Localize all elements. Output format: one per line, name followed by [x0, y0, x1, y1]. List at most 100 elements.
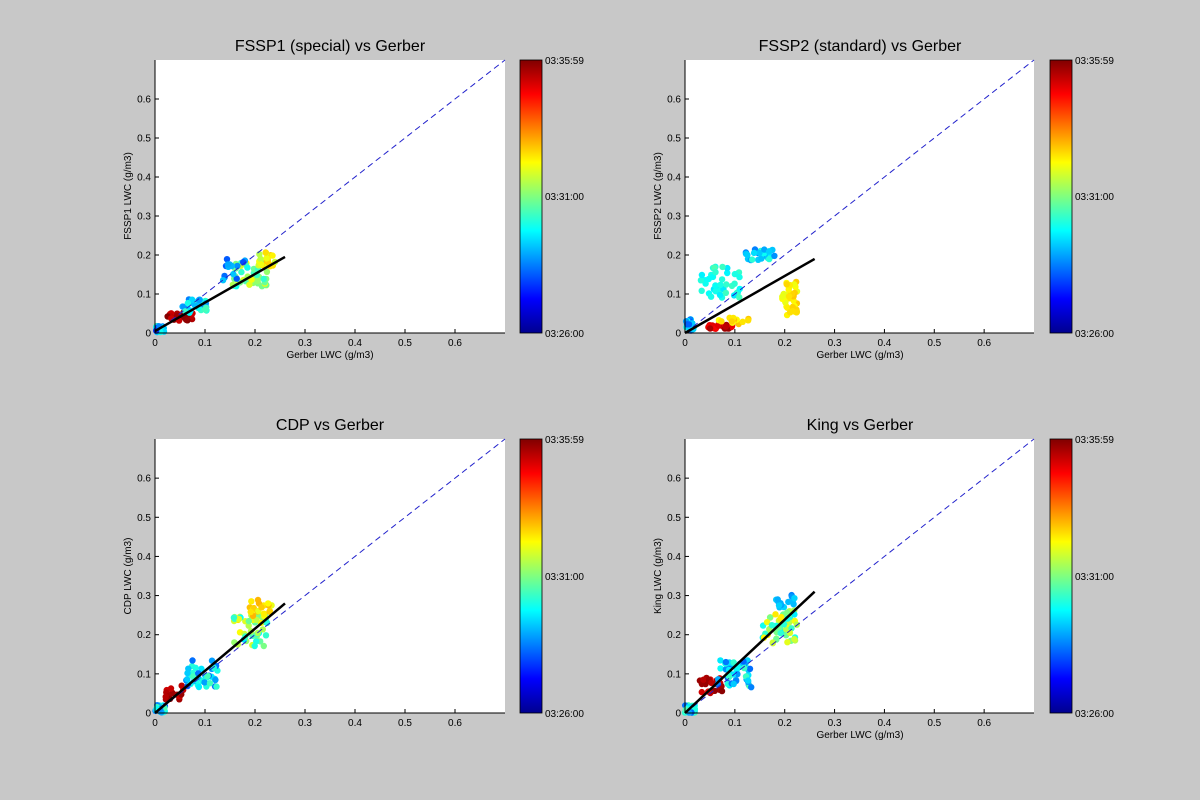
colorbar-mid-label: 03:31:00	[545, 572, 584, 583]
data-point	[702, 280, 709, 287]
x-tick-label: 0.1	[728, 338, 742, 349]
data-point	[785, 293, 793, 300]
colorbar-top-label: 03:35:59	[1075, 435, 1114, 446]
data-point	[718, 318, 725, 325]
y-tick-label: 0.4	[667, 552, 681, 563]
data-point	[251, 642, 258, 650]
x-tick-label: 0.5	[398, 338, 412, 349]
y-tick-label: 0.4	[137, 173, 151, 184]
x-tick-label: 0	[682, 338, 688, 349]
data-point	[708, 679, 715, 686]
identity-line	[154, 59, 506, 334]
data-point	[685, 321, 693, 328]
data-point	[184, 676, 191, 683]
data-point	[234, 262, 241, 270]
colorbar: 03:35:59 03:31:00 03:26:00	[1049, 435, 1114, 720]
data-point	[246, 281, 253, 288]
panel-title: King vs Gerber	[807, 417, 914, 434]
x-tick-label: 0.6	[977, 338, 991, 349]
y-tick-label: 0	[145, 709, 151, 720]
identity-line	[684, 59, 1035, 334]
data-point	[716, 291, 724, 299]
data-point	[730, 659, 737, 666]
data-point	[697, 277, 705, 284]
data-point	[722, 323, 729, 330]
identity-line	[154, 438, 506, 714]
data-point	[698, 688, 705, 696]
data-point	[262, 249, 269, 256]
panel-fssp2: FSSP2 (standard) vs Gerber FSSP2 LWC (g/…	[653, 38, 1114, 361]
data-point	[245, 622, 252, 629]
data-point	[201, 679, 208, 686]
data-point	[791, 636, 798, 643]
data-point	[731, 270, 739, 278]
data-point	[247, 608, 254, 616]
data-point	[204, 672, 211, 680]
panel-title: CDP vs Gerber	[276, 417, 385, 434]
plot-area: 0 0.1 0.2 0.3 0.4 0.5 0.6 0 0.1 0.2 0.3 0.4 0.5 0.6	[667, 438, 1035, 729]
x-tick-label: 0.5	[927, 718, 941, 729]
colorbar-gradient	[1049, 59, 1073, 334]
y-tick-label: 0.1	[137, 669, 151, 680]
y-tick-label: 0.3	[137, 591, 151, 602]
data-point	[264, 600, 272, 607]
y-tick-label: 0.3	[667, 212, 681, 223]
data-point	[771, 252, 778, 260]
data-point	[213, 683, 220, 690]
data-point	[258, 604, 265, 611]
data-point	[198, 665, 205, 672]
colorbar-mid-label: 03:31:00	[545, 192, 584, 203]
data-point	[260, 610, 268, 617]
x-tick-label: 0.2	[248, 718, 262, 729]
data-point	[235, 615, 243, 623]
data-point	[260, 275, 267, 283]
data-point	[262, 632, 270, 639]
y-tick-label: 0.5	[137, 513, 151, 524]
colorbar-bottom-label: 03:26:00	[1075, 329, 1114, 340]
panel-title: FSSP2 (standard) vs Gerber	[759, 38, 962, 55]
colorbar: 03:35:59 03:31:00 03:26:00	[519, 56, 584, 340]
data-point	[777, 630, 784, 637]
data-point	[736, 294, 743, 301]
colorbar: 03:35:59 03:31:00 03:26:00	[519, 435, 584, 720]
data-point	[741, 664, 748, 672]
data-point	[789, 308, 796, 315]
data-point	[238, 268, 245, 276]
data-point	[766, 614, 774, 621]
data-point	[266, 608, 273, 615]
data-point	[244, 264, 251, 271]
y-tick-label: 0.5	[667, 513, 681, 524]
x-tick-label: 0.3	[298, 338, 312, 349]
data-point	[224, 261, 232, 268]
data-point	[769, 639, 776, 646]
x-tick-label: 0.3	[298, 718, 312, 729]
data-point	[783, 281, 790, 288]
data-point	[772, 611, 779, 618]
x-tick-label: 0.3	[828, 338, 842, 349]
y-tick-label: 0.5	[137, 134, 151, 145]
y-tick-label: 0	[675, 329, 681, 340]
colorbar-top-label: 03:35:59	[545, 56, 584, 67]
data-point	[728, 318, 735, 325]
y-tick-label: 0.6	[137, 474, 151, 485]
data-point	[202, 306, 209, 313]
data-point	[745, 317, 752, 324]
data-point	[717, 657, 724, 664]
y-tick-label: 0.4	[137, 552, 151, 563]
x-tick-label: 0	[152, 338, 158, 349]
y-axis-label: FSSP2 LWC (g/m3)	[653, 152, 664, 240]
y-tick-label: 0.1	[667, 290, 681, 301]
data-point	[263, 255, 270, 262]
data-point	[778, 613, 785, 621]
y-tick-label: 0.3	[667, 591, 681, 602]
data-point	[790, 601, 797, 608]
x-tick-label: 0.2	[778, 338, 792, 349]
data-point	[756, 249, 763, 257]
data-point	[248, 598, 255, 605]
data-point	[779, 293, 786, 300]
data-point	[707, 293, 715, 300]
colorbar-bottom-label: 03:26:00	[545, 329, 584, 340]
panel-fssp1: FSSP1 (special) vs Gerber FSSP1 LWC (g/m…	[123, 38, 584, 361]
data-point	[230, 270, 237, 278]
